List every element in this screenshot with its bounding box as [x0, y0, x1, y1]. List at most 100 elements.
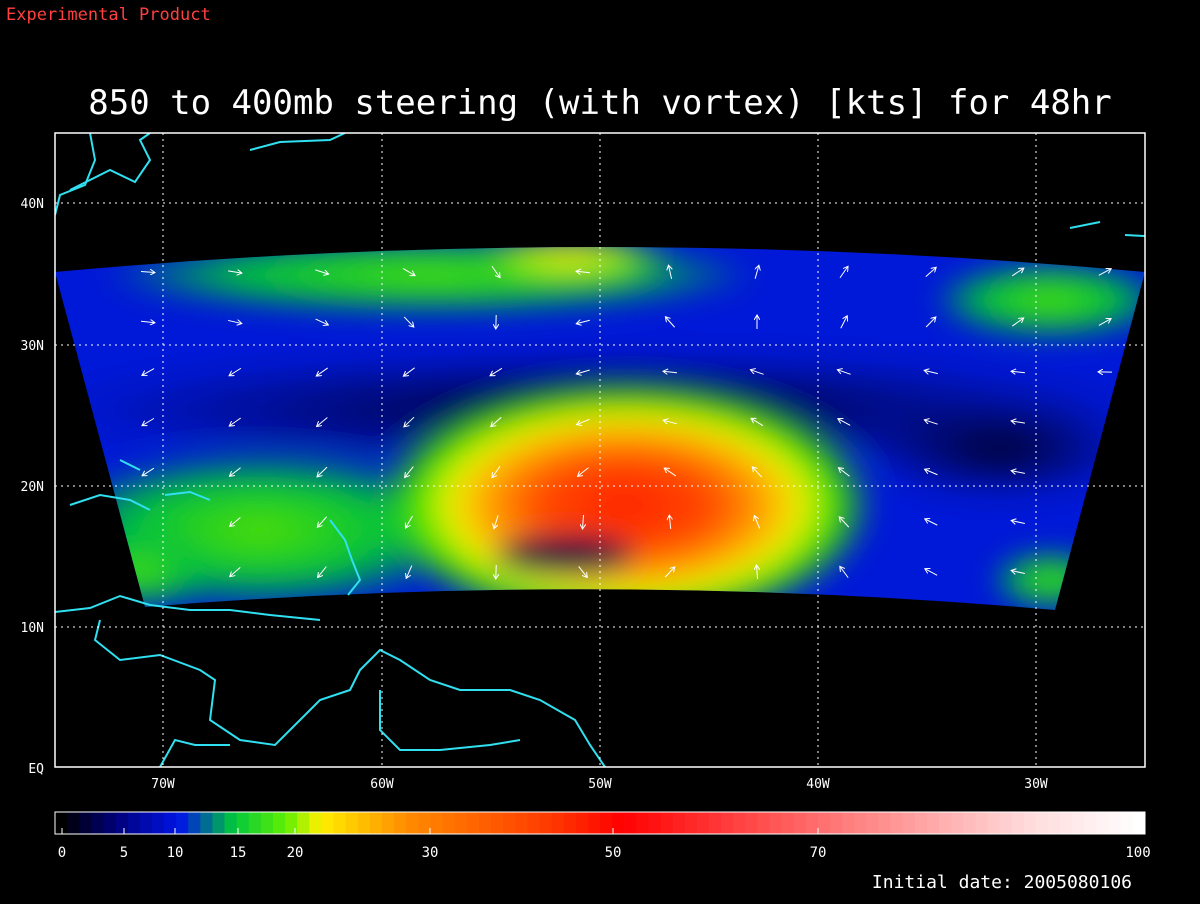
- colorbar-swatch: [515, 812, 528, 834]
- wind-arrow: [496, 565, 497, 579]
- colorbar-swatch: [951, 812, 964, 834]
- colorbar-swatch: [988, 812, 1001, 834]
- colorbar-swatch: [624, 812, 637, 834]
- initial-date: Initial date: 2005080106: [872, 872, 1132, 893]
- colorbar-swatch: [358, 812, 371, 834]
- colorbar-swatch: [334, 812, 347, 834]
- colorbar-swatch: [963, 812, 976, 834]
- colorbar-swatch: [1109, 812, 1122, 834]
- colorbar-swatch: [1097, 812, 1110, 834]
- colorbar-swatch: [661, 812, 674, 834]
- colorbar-swatch: [806, 812, 819, 834]
- colorbar-swatch: [237, 812, 250, 834]
- colorbar-swatch: [212, 812, 225, 834]
- colorbar-swatch: [648, 812, 661, 834]
- colorbar-swatch: [1012, 812, 1025, 834]
- colorbar-swatch: [103, 812, 116, 834]
- colorbar-swatch: [455, 812, 468, 834]
- colorbar-swatch: [685, 812, 698, 834]
- colorbar-swatch: [576, 812, 589, 834]
- colorbar-swatch: [1000, 812, 1013, 834]
- colorbar-swatch: [321, 812, 334, 834]
- longitude-label: 50W: [588, 777, 612, 792]
- colorbar-swatch: [879, 812, 892, 834]
- map-title: 850 to 400mb steering (with vortex) [kts…: [88, 83, 1112, 123]
- latitude-label: 10N: [21, 621, 44, 636]
- colorbar-swatch: [55, 812, 68, 834]
- colorbar-swatch: [733, 812, 746, 834]
- colorbar-swatch: [67, 812, 80, 834]
- latitude-label: EQ: [28, 762, 44, 777]
- colorbar-swatch: [770, 812, 783, 834]
- colorbar-swatch: [636, 812, 649, 834]
- colorbar-swatch: [927, 812, 940, 834]
- colorbar-swatch: [406, 812, 419, 834]
- colorbar-swatch: [200, 812, 213, 834]
- colorbar-swatch: [79, 812, 92, 834]
- colorbar-swatch: [152, 812, 165, 834]
- colorbar-swatch: [91, 812, 104, 834]
- colorbar-swatch: [794, 812, 807, 834]
- colorbar-swatch: [297, 812, 310, 834]
- colorbar-label: 15: [230, 845, 247, 861]
- longitude-label: 30W: [1024, 777, 1048, 792]
- colorbar-label: 30: [422, 845, 439, 861]
- colorbar-swatch: [116, 812, 129, 834]
- colorbar-swatch: [467, 812, 480, 834]
- colorbar-swatch: [842, 812, 855, 834]
- colorbar-swatch: [443, 812, 456, 834]
- colorbar-label: 10: [167, 845, 184, 861]
- colorbar-label: 0: [58, 845, 66, 861]
- colorbar-swatch: [225, 812, 238, 834]
- colorbar-swatch: [1072, 812, 1085, 834]
- colorbar-swatch: [757, 812, 770, 834]
- colorbar-swatch: [854, 812, 867, 834]
- colorbar-swatch: [418, 812, 431, 834]
- colorbar-swatch: [382, 812, 395, 834]
- colorbar-label: 100: [1125, 845, 1150, 861]
- colorbar-swatch: [915, 812, 928, 834]
- colorbar-swatch: [140, 812, 153, 834]
- colorbar-swatch: [588, 812, 601, 834]
- colorbar-label: 50: [605, 845, 622, 861]
- colorbar-swatch: [285, 812, 298, 834]
- colorbar-swatch: [1048, 812, 1061, 834]
- colorbar-swatch: [370, 812, 383, 834]
- colorbar-swatch: [128, 812, 141, 834]
- colorbar-swatch: [394, 812, 407, 834]
- colorbar-swatch: [612, 812, 625, 834]
- colorbar-swatch: [261, 812, 274, 834]
- colorbar-label: 5: [120, 845, 128, 861]
- latitude-label: 30N: [21, 339, 44, 354]
- colorbar-swatch: [430, 812, 443, 834]
- colorbar-label: 70: [810, 845, 827, 861]
- longitude-label: 70W: [151, 777, 175, 792]
- colorbar-swatch: [503, 812, 516, 834]
- longitude-label: 60W: [370, 777, 394, 792]
- colorbar-swatch: [782, 812, 795, 834]
- colorbar-swatch: [249, 812, 262, 834]
- colorbar-swatch: [552, 812, 565, 834]
- colorbar-swatch: [188, 812, 201, 834]
- product-note: Experimental Product: [6, 5, 211, 25]
- colorbar-swatch: [866, 812, 879, 834]
- colorbar-swatch: [830, 812, 843, 834]
- colorbar-swatch: [600, 812, 613, 834]
- wind-speed-field: [40, 200, 1170, 630]
- colorbar-label: 20: [287, 845, 304, 861]
- colorbar-swatch: [491, 812, 504, 834]
- colorbar-swatch: [697, 812, 710, 834]
- colorbar-swatch: [176, 812, 189, 834]
- latitude-label: 20N: [21, 480, 44, 495]
- colorbar-swatch: [903, 812, 916, 834]
- colorbar-swatch: [1084, 812, 1097, 834]
- colorbar-swatch: [673, 812, 686, 834]
- colorbar-swatch: [721, 812, 734, 834]
- colorbar-swatch: [1024, 812, 1037, 834]
- colorbar-swatch: [1121, 812, 1134, 834]
- colorbar-swatch: [539, 812, 552, 834]
- colorbar-swatch: [891, 812, 904, 834]
- longitude-label: 40W: [806, 777, 830, 792]
- colorbar-swatch: [1060, 812, 1073, 834]
